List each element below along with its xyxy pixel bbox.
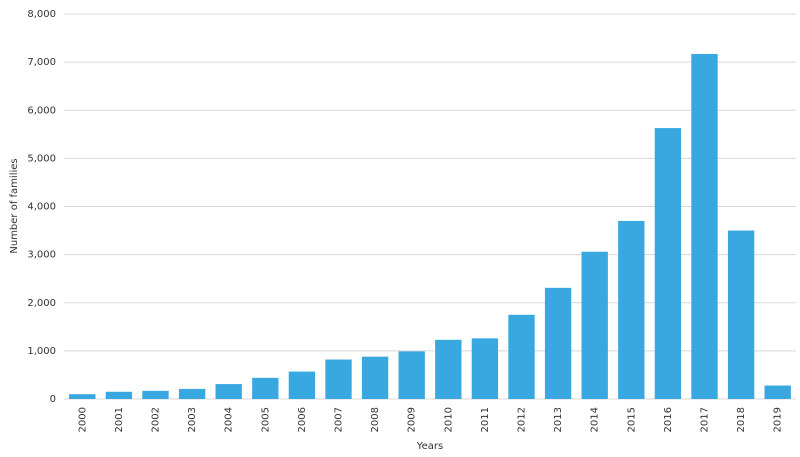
x-tick-label: 2018 bbox=[736, 407, 747, 432]
x-tick-label: 2010 bbox=[443, 407, 454, 432]
bar bbox=[581, 251, 608, 399]
y-tick-label: 6,000 bbox=[27, 105, 56, 116]
y-tick-label: 4,000 bbox=[27, 202, 56, 213]
x-tick-label: 2017 bbox=[700, 407, 711, 432]
bar bbox=[288, 371, 316, 399]
bar bbox=[618, 220, 645, 399]
x-tick-label: 2016 bbox=[663, 407, 674, 432]
x-tick-label: 2001 bbox=[114, 407, 125, 432]
x-tick-label: 2012 bbox=[517, 407, 528, 432]
x-tick-label: 2005 bbox=[260, 407, 271, 432]
x-tick-label: 2011 bbox=[480, 407, 491, 432]
bar bbox=[654, 128, 682, 399]
y-tick-label: 2,000 bbox=[27, 298, 56, 309]
x-tick-label: 2015 bbox=[626, 407, 637, 432]
bar bbox=[435, 339, 462, 399]
bar bbox=[544, 287, 572, 399]
bar bbox=[764, 385, 791, 399]
bar bbox=[215, 384, 242, 399]
x-tick-label: 2003 bbox=[187, 407, 198, 432]
x-tick-label: 2013 bbox=[553, 407, 564, 432]
x-tick-label: 2007 bbox=[334, 407, 345, 432]
bar bbox=[325, 359, 352, 399]
y-tick-label: 3,000 bbox=[27, 250, 56, 261]
x-tick-label: 2000 bbox=[77, 407, 88, 432]
y-tick-label: 5,000 bbox=[27, 153, 56, 164]
y-tick-label: 1,000 bbox=[27, 346, 56, 357]
bar bbox=[508, 314, 535, 399]
x-tick-label: 2019 bbox=[773, 407, 784, 432]
x-tick-label: 2004 bbox=[224, 407, 235, 432]
bar bbox=[471, 338, 499, 399]
y-axis-label: Number of families bbox=[9, 158, 20, 253]
x-tick-label: 2002 bbox=[151, 407, 162, 432]
y-tick-label: 8,000 bbox=[27, 9, 56, 20]
y-tick-label: 0 bbox=[50, 394, 56, 405]
x-tick-label: 2008 bbox=[370, 407, 381, 432]
bar bbox=[252, 377, 279, 399]
bar bbox=[105, 391, 133, 399]
y-tick-label: 7,000 bbox=[27, 57, 56, 68]
x-axis-label: Years bbox=[416, 441, 443, 452]
x-tick-label: 2006 bbox=[297, 407, 308, 432]
bar bbox=[142, 390, 169, 399]
bar bbox=[691, 53, 718, 399]
bar bbox=[361, 356, 389, 399]
x-tick-label: 2014 bbox=[590, 407, 601, 432]
bar bbox=[69, 394, 96, 399]
bar bbox=[727, 230, 755, 399]
bar bbox=[398, 351, 425, 399]
bar bbox=[178, 388, 206, 399]
x-tick-label: 2009 bbox=[407, 407, 418, 432]
